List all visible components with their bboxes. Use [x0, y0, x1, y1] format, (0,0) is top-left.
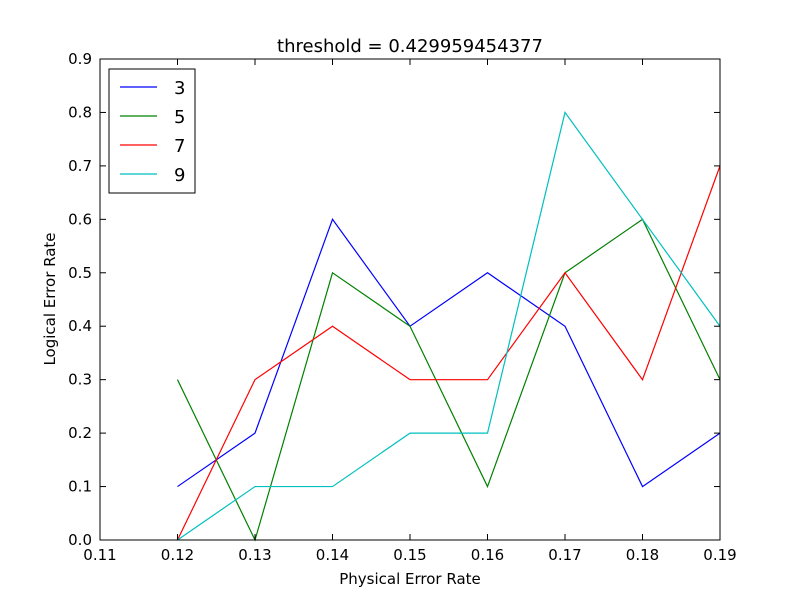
legend-label-3: 3 — [174, 78, 185, 99]
x-tick-label: 0.12 — [161, 546, 194, 564]
y-tick-label: 0.0 — [68, 531, 92, 549]
x-tick-label: 0.13 — [238, 546, 271, 564]
series-line-9 — [177, 111, 721, 541]
y-tick-label: 0.6 — [68, 210, 92, 228]
series-line-5 — [176, 218, 721, 542]
x-axis-title: Physical Error Rate — [339, 570, 481, 588]
y-tick-label: 0.1 — [68, 478, 92, 496]
y-tick-label: 0.3 — [68, 371, 92, 389]
series-line-7 — [176, 165, 721, 541]
legend-label-9: 9 — [174, 165, 185, 186]
y-tick-label: 0.5 — [68, 264, 92, 282]
y-axis: 0.0 0.1 0.2 0.3 0.4 0.5 0.6 0.7 0.8 0.9 — [68, 50, 720, 549]
y-tick-label: 0.8 — [68, 103, 92, 121]
y-tick-label: 0.4 — [68, 317, 92, 335]
legend-label-7: 7 — [174, 136, 185, 157]
series-line-3 — [177, 218, 721, 488]
legend: 3 5 7 9 — [108, 68, 196, 194]
x-tick-label: 0.11 — [83, 546, 116, 564]
x-axis: 0.11 0.12 0.13 0.14 0.15 0.16 0.17 0.18 0.19 — [83, 59, 737, 564]
y-tick-label: 0.7 — [68, 157, 92, 175]
legend-label-5: 5 — [174, 107, 185, 128]
y-tick-label: 0.9 — [68, 50, 92, 68]
y-tick-label: 0.2 — [68, 424, 92, 442]
legend-box — [108, 68, 196, 194]
x-tick-label: 0.18 — [626, 546, 659, 564]
x-tick-label: 0.14 — [316, 546, 349, 564]
x-tick-label: 0.19 — [703, 546, 736, 564]
x-tick-label: 0.16 — [471, 546, 504, 564]
plot-area — [100, 59, 720, 540]
x-tick-label: 0.15 — [393, 546, 426, 564]
chart-title: threshold = 0.429959454377 — [277, 36, 543, 57]
series-layer — [176, 111, 721, 542]
x-tick-label: 0.17 — [548, 546, 581, 564]
y-axis-title: Logical Error Rate — [41, 232, 59, 365]
